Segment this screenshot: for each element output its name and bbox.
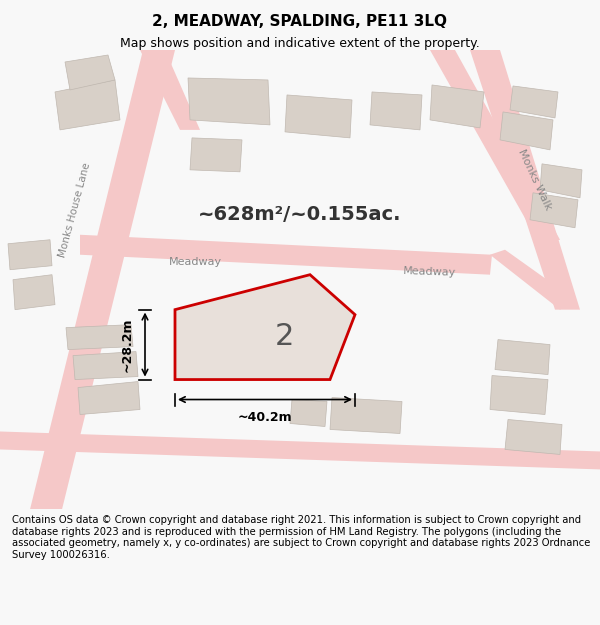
Polygon shape bbox=[190, 138, 242, 172]
Text: 2, MEADWAY, SPALDING, PE11 3LQ: 2, MEADWAY, SPALDING, PE11 3LQ bbox=[152, 14, 448, 29]
Text: Contains OS data © Crown copyright and database right 2021. This information is : Contains OS data © Crown copyright and d… bbox=[12, 515, 590, 560]
Text: Monks Walk: Monks Walk bbox=[517, 148, 553, 212]
Polygon shape bbox=[330, 398, 402, 434]
Polygon shape bbox=[490, 376, 548, 414]
Polygon shape bbox=[30, 50, 175, 509]
Polygon shape bbox=[65, 55, 115, 90]
Text: Meadway: Meadway bbox=[169, 257, 221, 267]
Polygon shape bbox=[285, 95, 352, 138]
Polygon shape bbox=[500, 112, 553, 150]
Text: ~40.2m: ~40.2m bbox=[238, 411, 292, 424]
Text: ~28.2m: ~28.2m bbox=[121, 318, 133, 372]
Polygon shape bbox=[140, 50, 200, 130]
Polygon shape bbox=[13, 275, 55, 309]
Polygon shape bbox=[0, 431, 600, 469]
Polygon shape bbox=[73, 352, 138, 379]
Polygon shape bbox=[370, 92, 422, 130]
Text: ~628m²/~0.155ac.: ~628m²/~0.155ac. bbox=[198, 205, 402, 224]
Polygon shape bbox=[66, 324, 133, 349]
Text: 2: 2 bbox=[274, 322, 293, 351]
Polygon shape bbox=[470, 50, 580, 309]
Polygon shape bbox=[530, 192, 578, 228]
Text: Monks House Lane: Monks House Lane bbox=[58, 161, 92, 258]
Text: Map shows position and indicative extent of the property.: Map shows position and indicative extent… bbox=[120, 38, 480, 51]
Polygon shape bbox=[78, 381, 140, 414]
Polygon shape bbox=[55, 80, 120, 130]
Polygon shape bbox=[80, 235, 492, 275]
Polygon shape bbox=[430, 50, 560, 245]
Polygon shape bbox=[8, 240, 52, 270]
Text: Meadway: Meadway bbox=[403, 266, 457, 278]
Polygon shape bbox=[290, 399, 327, 426]
Polygon shape bbox=[510, 86, 558, 118]
Polygon shape bbox=[495, 339, 550, 374]
Polygon shape bbox=[175, 275, 355, 379]
Polygon shape bbox=[505, 419, 562, 454]
Polygon shape bbox=[490, 250, 575, 309]
Polygon shape bbox=[188, 78, 270, 125]
Polygon shape bbox=[430, 85, 484, 128]
Polygon shape bbox=[540, 164, 582, 198]
